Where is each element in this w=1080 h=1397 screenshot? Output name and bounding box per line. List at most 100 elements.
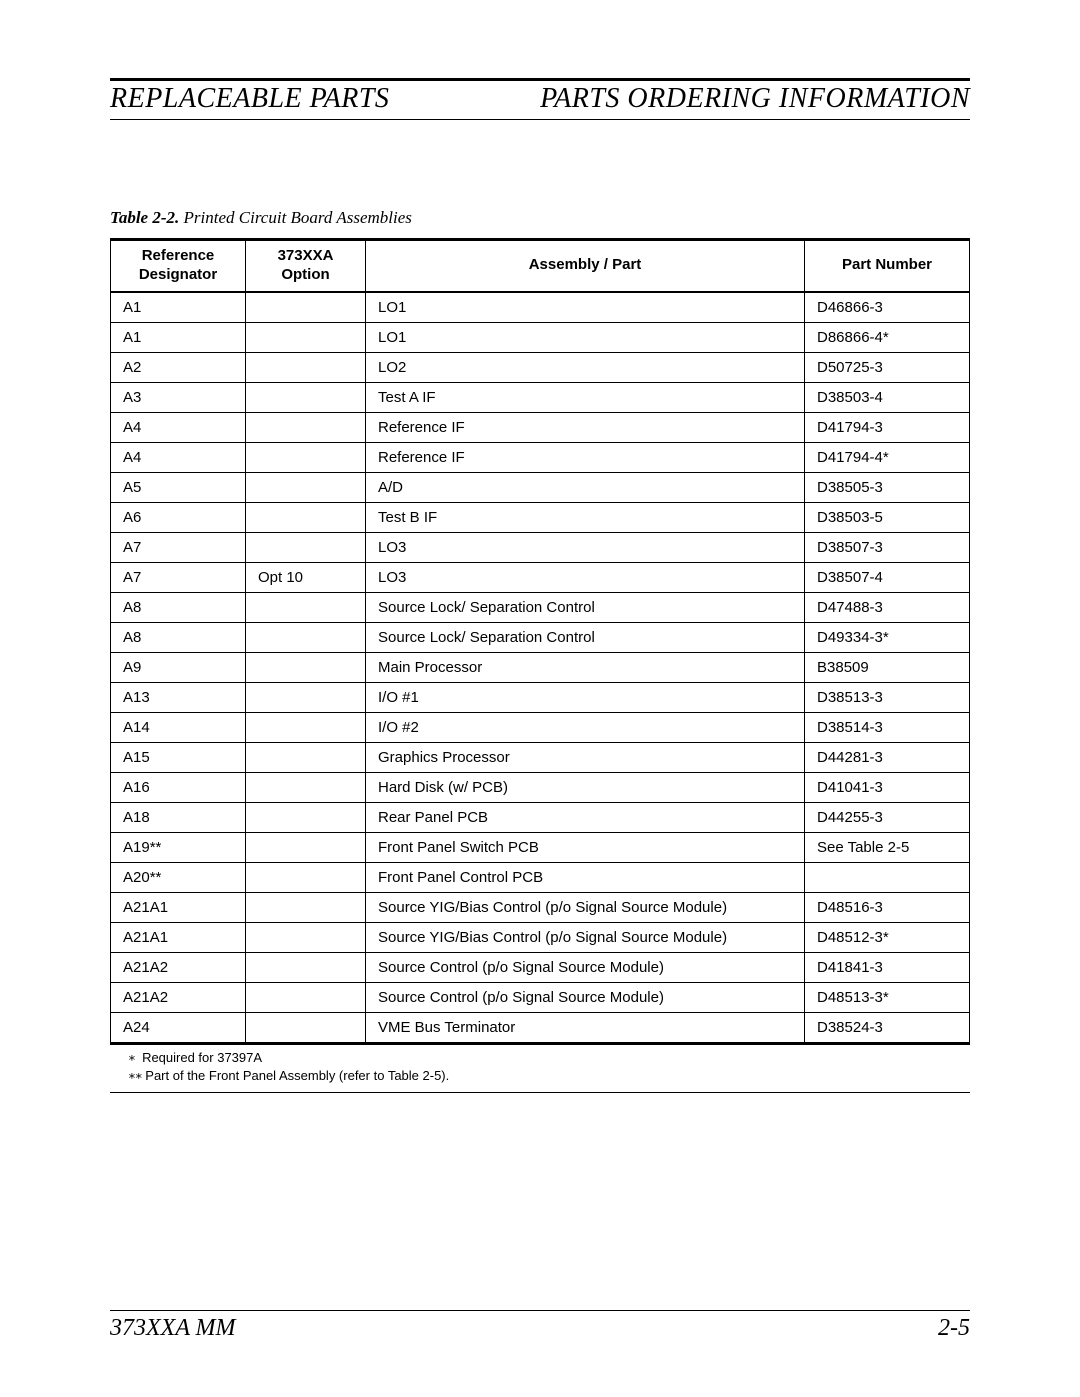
page: REPLACEABLE PARTS PARTS ORDERING INFORMA… xyxy=(0,0,1080,1397)
table-row: A18Rear Panel PCBD44255-3 xyxy=(111,802,970,832)
header-left: REPLACEABLE PARTS xyxy=(110,83,389,115)
page-footer: 373XXA MM 2-5 xyxy=(110,1310,970,1342)
col-opt-line1: 373XXA xyxy=(278,247,334,264)
col-ref-line1: Reference xyxy=(142,247,215,264)
cell-ref: A9 xyxy=(111,652,246,682)
cell-pn: D50725-3 xyxy=(805,352,970,382)
cell-asm: Test A IF xyxy=(366,382,805,412)
footer-right: 2-5 xyxy=(938,1315,970,1342)
cell-ref: A18 xyxy=(111,802,246,832)
cell-opt xyxy=(246,592,366,622)
cell-pn: D41794-3 xyxy=(805,412,970,442)
cell-asm: Source Lock/ Separation Control xyxy=(366,592,805,622)
cell-ref: A21A2 xyxy=(111,952,246,982)
cell-ref: A4 xyxy=(111,442,246,472)
footnote-2: ∗∗ Part of the Front Panel Assembly (ref… xyxy=(128,1067,970,1086)
cell-pn: D48512-3* xyxy=(805,922,970,952)
table-row: A9Main ProcessorB38509 xyxy=(111,652,970,682)
cell-pn: D38524-3 xyxy=(805,1012,970,1043)
table-row: A4 Reference IFD41794-3 xyxy=(111,412,970,442)
cell-asm: LO2 xyxy=(366,352,805,382)
cell-asm: LO1 xyxy=(366,322,805,352)
cell-ref: A4 xyxy=(111,412,246,442)
cell-opt xyxy=(246,892,366,922)
cell-opt xyxy=(246,862,366,892)
cell-asm: Source YIG/Bias Control (p/o Signal Sour… xyxy=(366,922,805,952)
cell-pn: D48513-3* xyxy=(805,982,970,1012)
cell-asm: Source Control (p/o Signal Source Module… xyxy=(366,982,805,1012)
table-row: A8 Source Lock/ Separation ControlD49334-… xyxy=(111,622,970,652)
cell-opt xyxy=(246,502,366,532)
table-header: Reference Designator 373XXA Option Assem… xyxy=(111,240,970,292)
cell-pn: D41794-4* xyxy=(805,442,970,472)
cell-opt xyxy=(246,292,366,323)
cell-ref: A1 xyxy=(111,292,246,323)
cell-ref: A1 xyxy=(111,322,246,352)
table-row: A20** Front Panel Control PCB xyxy=(111,862,970,892)
cell-asm: I/O #2 xyxy=(366,712,805,742)
cell-asm: LO3 xyxy=(366,532,805,562)
table-row: A15Graphics ProcessorD44281-3 xyxy=(111,742,970,772)
table-row: A21A2 Source Control (p/o Signal Source M… xyxy=(111,982,970,1012)
cell-pn: D49334-3* xyxy=(805,622,970,652)
cell-asm: Reference IF xyxy=(366,412,805,442)
cell-pn: D38507-4 xyxy=(805,562,970,592)
cell-pn: See Table 2-5 xyxy=(805,832,970,862)
cell-ref: A21A2 xyxy=(111,982,246,1012)
parts-table: Reference Designator 373XXA Option Assem… xyxy=(110,238,970,1045)
cell-asm: Source Control (p/o Signal Source Module… xyxy=(366,952,805,982)
cell-opt xyxy=(246,682,366,712)
cell-ref: A20** xyxy=(111,862,246,892)
cell-opt xyxy=(246,772,366,802)
table-body: A1LO1D46866-3A1LO1D86866-4*A2LO2D50725-3… xyxy=(111,292,970,1044)
cell-pn: D41041-3 xyxy=(805,772,970,802)
cell-pn: D86866-4* xyxy=(805,322,970,352)
cell-opt: Opt 10 xyxy=(246,562,366,592)
cell-asm: LO3 xyxy=(366,562,805,592)
cell-asm: Main Processor xyxy=(366,652,805,682)
col-opt-line2: Option xyxy=(281,266,329,283)
cell-asm: Front Panel Switch PCB xyxy=(366,832,805,862)
cell-opt xyxy=(246,322,366,352)
table-row: A8Source Lock/ Separation ControlD47488-… xyxy=(111,592,970,622)
cell-asm: Source Lock/ Separation Control xyxy=(366,622,805,652)
cell-opt xyxy=(246,472,366,502)
cell-asm: Front Panel Control PCB xyxy=(366,862,805,892)
cell-ref: A14 xyxy=(111,712,246,742)
cell-asm: Rear Panel PCB xyxy=(366,802,805,832)
cell-opt xyxy=(246,442,366,472)
table-row: A7Opt 10LO3D38507-4 xyxy=(111,562,970,592)
cell-asm: Graphics Processor xyxy=(366,742,805,772)
table-row: A2LO2D50725-3 xyxy=(111,352,970,382)
table-row: A14I/O #2D38514-3 xyxy=(111,712,970,742)
footnotes: ∗ Required for 37397A ∗∗ Part of the Fro… xyxy=(110,1045,970,1093)
table-row: A5A/DD38505-3 xyxy=(111,472,970,502)
caption-label: Table 2-2. xyxy=(110,208,179,227)
cell-pn: D38507-3 xyxy=(805,532,970,562)
cell-asm: Test B IF xyxy=(366,502,805,532)
cell-pn: D38505-3 xyxy=(805,472,970,502)
col-header-partnumber: Part Number xyxy=(805,240,970,292)
cell-ref: A21A1 xyxy=(111,892,246,922)
cell-asm: Reference IF xyxy=(366,442,805,472)
cell-opt xyxy=(246,652,366,682)
cell-ref: A7 xyxy=(111,562,246,592)
cell-asm: Source YIG/Bias Control (p/o Signal Sour… xyxy=(366,892,805,922)
cell-pn xyxy=(805,862,970,892)
footnote-1: ∗ Required for 37397A xyxy=(128,1049,970,1068)
table-row: A21A1 Source YIG/Bias Control (p/o Signal… xyxy=(111,892,970,922)
table-row: A21A2 Source Control (p/o Signal Source M… xyxy=(111,952,970,982)
cell-opt xyxy=(246,712,366,742)
cell-pn: D48516-3 xyxy=(805,892,970,922)
cell-ref: A6 xyxy=(111,502,246,532)
cell-ref: A8 xyxy=(111,622,246,652)
cell-ref: A21A1 xyxy=(111,922,246,952)
cell-ref: A3 xyxy=(111,382,246,412)
footnote-2-text: Part of the Front Panel Assembly (refer … xyxy=(145,1068,449,1083)
cell-opt xyxy=(246,532,366,562)
table-row: A1 LO1D86866-4* xyxy=(111,322,970,352)
table-row: A13I/O #1D38513-3 xyxy=(111,682,970,712)
cell-pn: D47488-3 xyxy=(805,592,970,622)
cell-ref: A13 xyxy=(111,682,246,712)
header-right: PARTS ORDERING INFORMATION xyxy=(540,83,970,115)
